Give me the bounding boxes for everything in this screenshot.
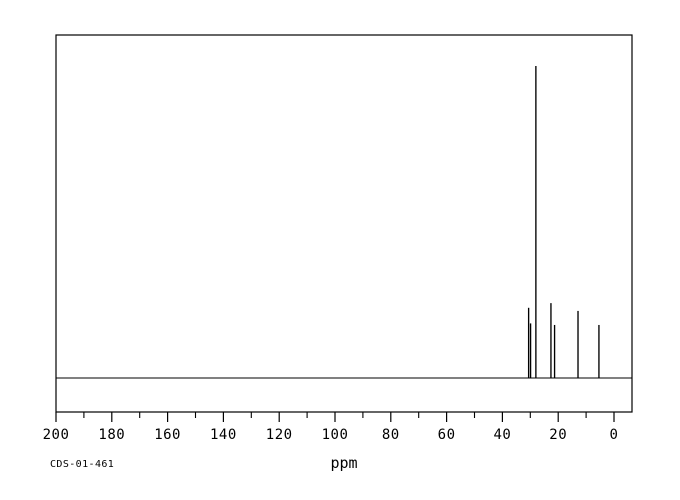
axis-ticks: [55, 412, 615, 422]
axis-tick-label: 160: [154, 427, 181, 443]
axis-tick-label: 120: [266, 427, 293, 443]
axis-tick-label: 100: [322, 427, 349, 443]
x-axis-title: ppm: [330, 454, 357, 472]
axis-tick-label: 40: [493, 427, 511, 443]
axis-tick-label: 20: [549, 427, 567, 443]
axis-tick-label: 140: [210, 427, 237, 443]
sample-code-label: CDS-01-461: [50, 459, 114, 470]
plot-frame: [55, 34, 633, 413]
axis-tick-label: 180: [98, 427, 125, 443]
axis-tick-label: 60: [438, 427, 456, 443]
axis-tick-label: 0: [610, 427, 619, 443]
axis-tick-label: 200: [43, 427, 70, 443]
axis-tick-label: 80: [382, 427, 400, 443]
axis-tick-labels: 200 180 160 140 120 100 80 60 40 20 0: [43, 427, 619, 443]
peak-traces: [527, 66, 600, 378]
